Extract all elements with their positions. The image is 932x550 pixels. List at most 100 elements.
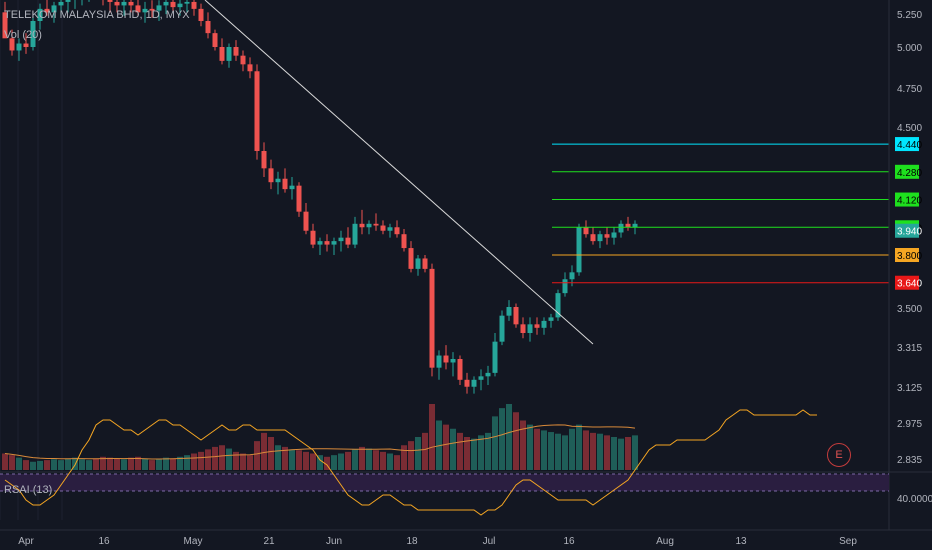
- candle: [576, 223, 582, 276]
- candle: [289, 177, 295, 200]
- volume-bar: [527, 424, 533, 470]
- volume-bar: [23, 460, 29, 470]
- grid-lines: [0, 0, 63, 520]
- volume-bar: [464, 437, 470, 470]
- price-level-badge: [895, 275, 919, 290]
- price-level-value: 3.640: [897, 279, 922, 290]
- candle: [415, 255, 421, 276]
- candle: [506, 300, 512, 321]
- volume-bar: [352, 449, 358, 470]
- time-axis[interactable]: Apr 16 May 21 Jun 18 Jul 16 Aug 13 Sep: [0, 529, 932, 547]
- volume-bar: [114, 458, 120, 470]
- volume-bar: [156, 459, 162, 470]
- time-tick: 18: [406, 536, 418, 547]
- candle: [233, 40, 239, 61]
- candle: [163, 0, 169, 15]
- volume-bar: [520, 420, 526, 470]
- candle: [359, 209, 365, 235]
- candle: [226, 43, 232, 68]
- volume-bars: [2, 404, 638, 470]
- candle: [205, 12, 211, 39]
- candlesticks: [2, 0, 638, 394]
- volume-bar: [569, 428, 575, 470]
- volume-bar: [149, 460, 155, 470]
- volume-bar: [121, 459, 127, 470]
- volume-bar: [303, 451, 309, 470]
- candle: [184, 0, 190, 13]
- price-tick: 5.250: [897, 10, 922, 21]
- candle: [310, 223, 316, 249]
- price-level-value: 3.800: [897, 251, 922, 262]
- volume-bar: [415, 437, 421, 470]
- volume-bar: [457, 432, 463, 470]
- candle: [268, 159, 274, 190]
- volume-bar: [471, 438, 477, 470]
- candle: [30, 12, 36, 51]
- volume-bar: [541, 430, 547, 470]
- candle: [102, 0, 104, 6]
- volume-bar: [338, 453, 344, 470]
- volume-bar: [632, 435, 638, 470]
- candle: [408, 241, 414, 273]
- volume-bar: [212, 446, 218, 470]
- volume-bar: [590, 432, 596, 470]
- candle: [198, 3, 204, 27]
- volume-bar: [555, 433, 561, 470]
- volume-bar: [107, 457, 113, 470]
- volume-bar: [324, 456, 330, 470]
- candle: [177, 0, 183, 16]
- candle: [23, 33, 29, 54]
- trendline[interactable]: [204, 0, 594, 345]
- time-tick: 13: [735, 536, 747, 547]
- candle: [156, 0, 162, 21]
- time-tick: 21: [263, 536, 275, 547]
- volume-bar: [261, 432, 267, 470]
- candle: [51, 1, 57, 23]
- volume-bar: [373, 450, 379, 470]
- candle: [58, 0, 64, 16]
- volume-bar: [219, 445, 225, 470]
- candle: [429, 263, 435, 377]
- time-tick: Jul: [483, 536, 496, 547]
- volume-bar: [394, 455, 400, 470]
- volume-bar: [51, 459, 57, 470]
- volume-bar: [128, 457, 134, 470]
- volume-bar: [268, 437, 274, 470]
- volume-bar: [135, 456, 141, 470]
- candle: [65, 0, 71, 13]
- price-level-badge: [895, 192, 919, 207]
- volume-bar: [282, 446, 288, 470]
- symbol-title: TELEKOM MALAYSIA BHD, 1D, MYX: [4, 9, 190, 21]
- volume-bar: [562, 435, 568, 470]
- candle: [380, 220, 386, 235]
- price-tick: 2.975: [897, 419, 922, 430]
- volume-bar: [611, 437, 617, 470]
- volume-bar: [30, 461, 36, 470]
- time-tick: 16: [563, 536, 575, 547]
- volume-bar: [9, 455, 15, 470]
- volume-bar: [65, 458, 71, 470]
- candle: [142, 1, 148, 23]
- earnings-marker[interactable]: E: [827, 443, 851, 467]
- price-axis[interactable]: 5.250 5.000 4.750 4.500 3.500 3.315 3.125 2.975…: [888, 0, 922, 530]
- candle: [261, 142, 267, 177]
- candle: [345, 227, 351, 249]
- volume-bar: [380, 451, 386, 470]
- candle: [457, 355, 463, 385]
- volume-bar: [548, 432, 554, 470]
- volume-bar: [44, 460, 50, 470]
- candle: [492, 333, 498, 377]
- volume-bar: [163, 457, 169, 470]
- price-tick: 4.750: [897, 84, 922, 95]
- candle: [436, 350, 442, 380]
- volume-bar: [485, 432, 491, 470]
- candle: [590, 227, 596, 245]
- volume-bar: [254, 441, 260, 470]
- time-tick: May: [184, 536, 203, 547]
- rsi-label: RSAI (13): [4, 484, 53, 496]
- last-price-value: 3.940: [897, 227, 922, 238]
- candle: [331, 237, 337, 255]
- volume-bar: [450, 428, 456, 470]
